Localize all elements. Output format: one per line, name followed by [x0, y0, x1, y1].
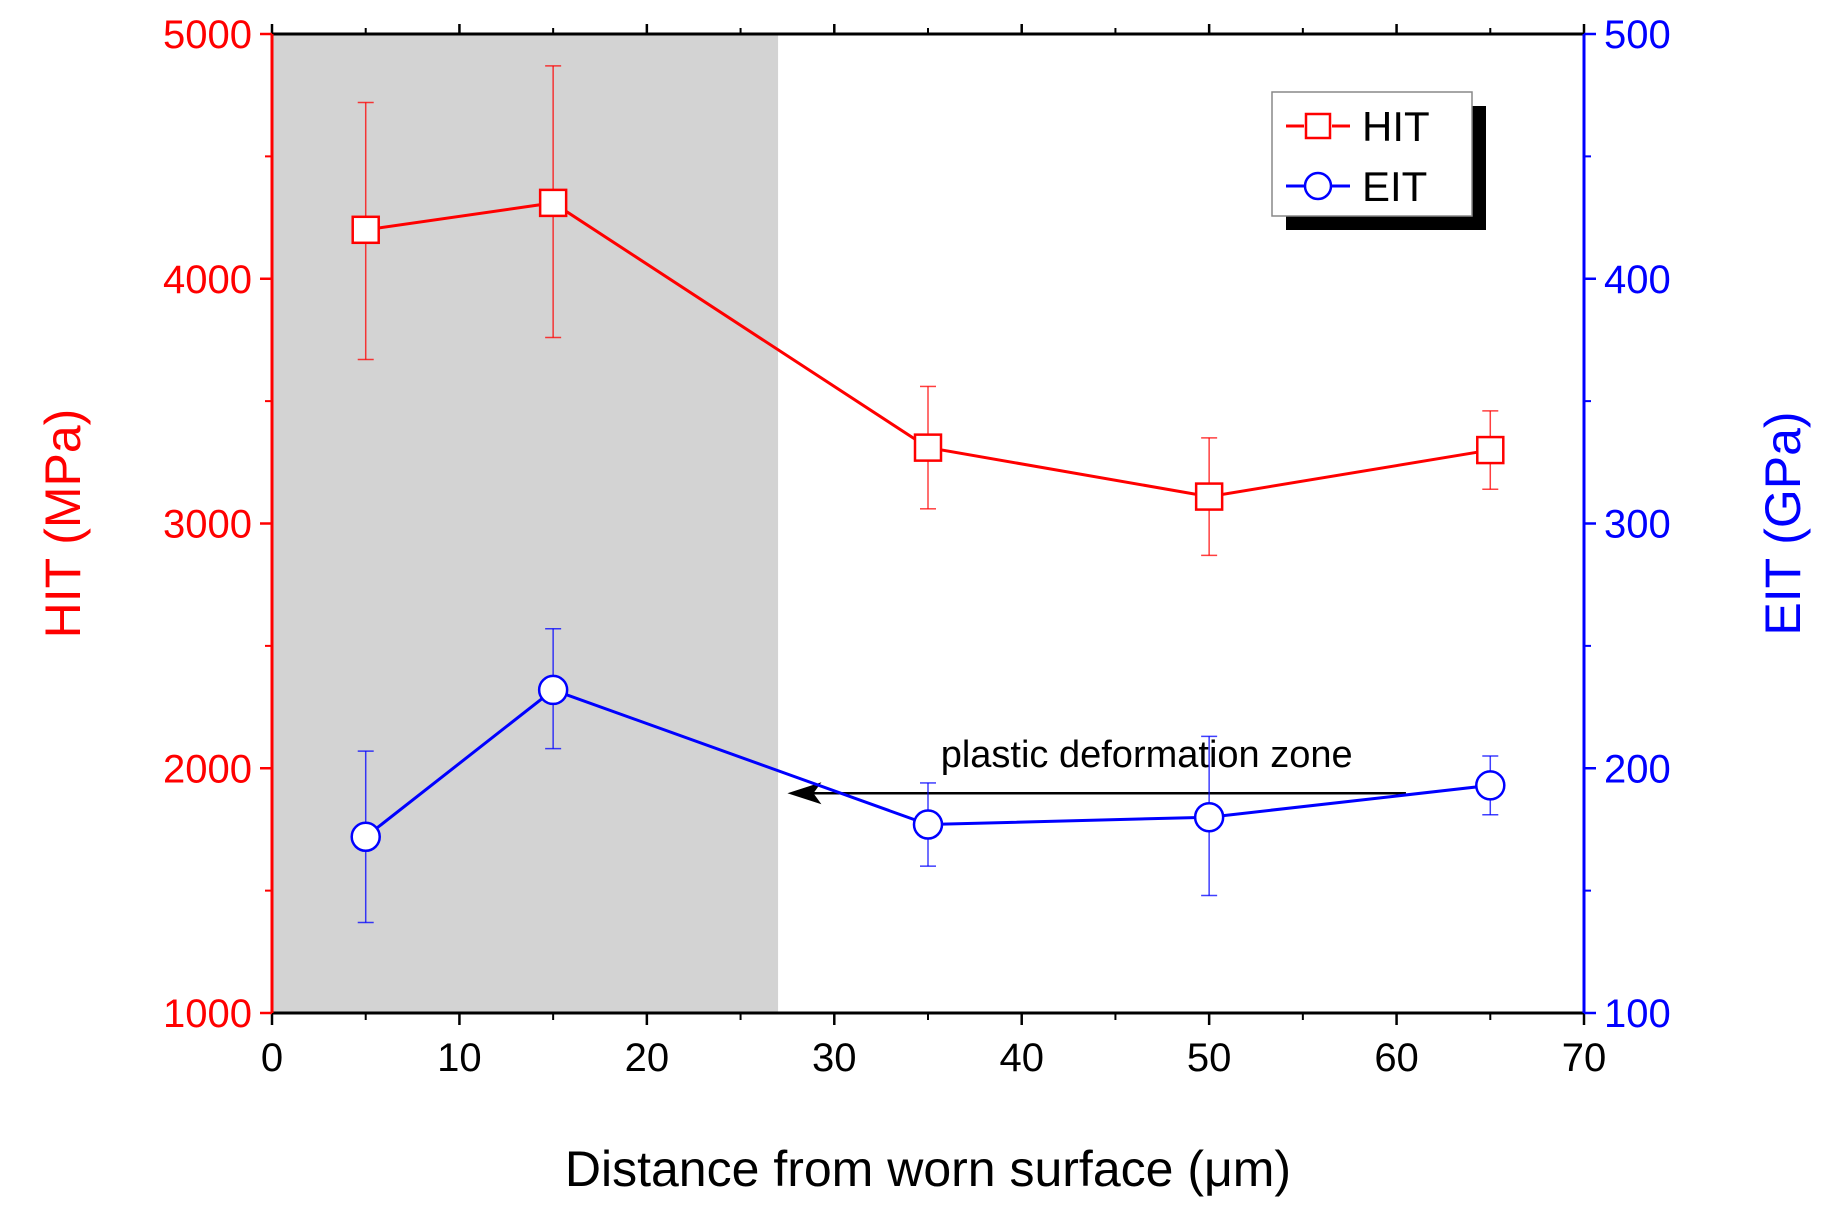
shaded-region [272, 34, 779, 1013]
series-layer [350, 65, 1506, 924]
x-tick-label: 20 [625, 1036, 670, 1080]
annotation-layer: plastic deformation zone [787, 734, 1406, 805]
left-y-tick-label: 4000 [163, 258, 252, 302]
tick-layer: 0 10 20 30 40 50 60 70 1000 2000 3000 4000 5000 100 20… [163, 13, 1671, 1080]
legend-box [1271, 91, 1473, 217]
data-point [351, 215, 380, 245]
right-y-axis-title: EIT (GPa) [1755, 411, 1811, 635]
legend-label-hit: HIT [1362, 103, 1430, 150]
left-y-tick-label: 5000 [163, 13, 252, 57]
legend-marker [1304, 112, 1332, 140]
data-point [537, 674, 569, 706]
left-y-tick-label: 1000 [163, 992, 252, 1036]
right-y-tick-label: 100 [1604, 992, 1671, 1036]
right-y-tick-label: 400 [1604, 258, 1671, 302]
left-y-tick-label: 2000 [163, 747, 252, 791]
x-tick-label: 70 [1562, 1036, 1607, 1080]
x-tick-label: 60 [1374, 1036, 1419, 1080]
series-eit [350, 627, 1506, 924]
legend-label-eit: EIT [1362, 163, 1427, 210]
x-tick-label: 0 [261, 1036, 283, 1080]
right-y-tick-label: 200 [1604, 747, 1671, 791]
right-y-tick-label: 300 [1604, 503, 1671, 547]
legend-marker [1303, 171, 1333, 201]
x-tick-label: 10 [437, 1036, 482, 1080]
data-point [912, 809, 944, 840]
left-y-tick-label: 3000 [163, 503, 252, 547]
data-point [1194, 482, 1224, 511]
data-point [538, 188, 568, 218]
data-point [1475, 770, 1506, 801]
x-tick-label: 50 [1187, 1036, 1232, 1080]
data-point [350, 821, 381, 853]
series-hit [351, 65, 1505, 557]
plastic-deformation-zone-label: plastic deformation zone [941, 734, 1353, 776]
x-axis-title: Distance from worn surface (μm) [565, 1141, 1291, 1197]
x-tick-label: 30 [812, 1036, 857, 1080]
left-y-axis-title: HIT (MPa) [35, 409, 91, 639]
right-y-tick-label: 500 [1604, 13, 1671, 57]
annotation-arrow-head [787, 782, 822, 805]
data-point [1193, 801, 1225, 833]
axis-titles-layer: Distance from worn surface (μm) HIT (MPa… [35, 409, 1811, 1197]
data-point [913, 433, 943, 462]
shaded-region-layer [272, 34, 779, 1013]
legend: HIT EIT [1271, 91, 1486, 230]
data-point [1476, 435, 1505, 465]
x-tick-label: 40 [999, 1036, 1044, 1080]
